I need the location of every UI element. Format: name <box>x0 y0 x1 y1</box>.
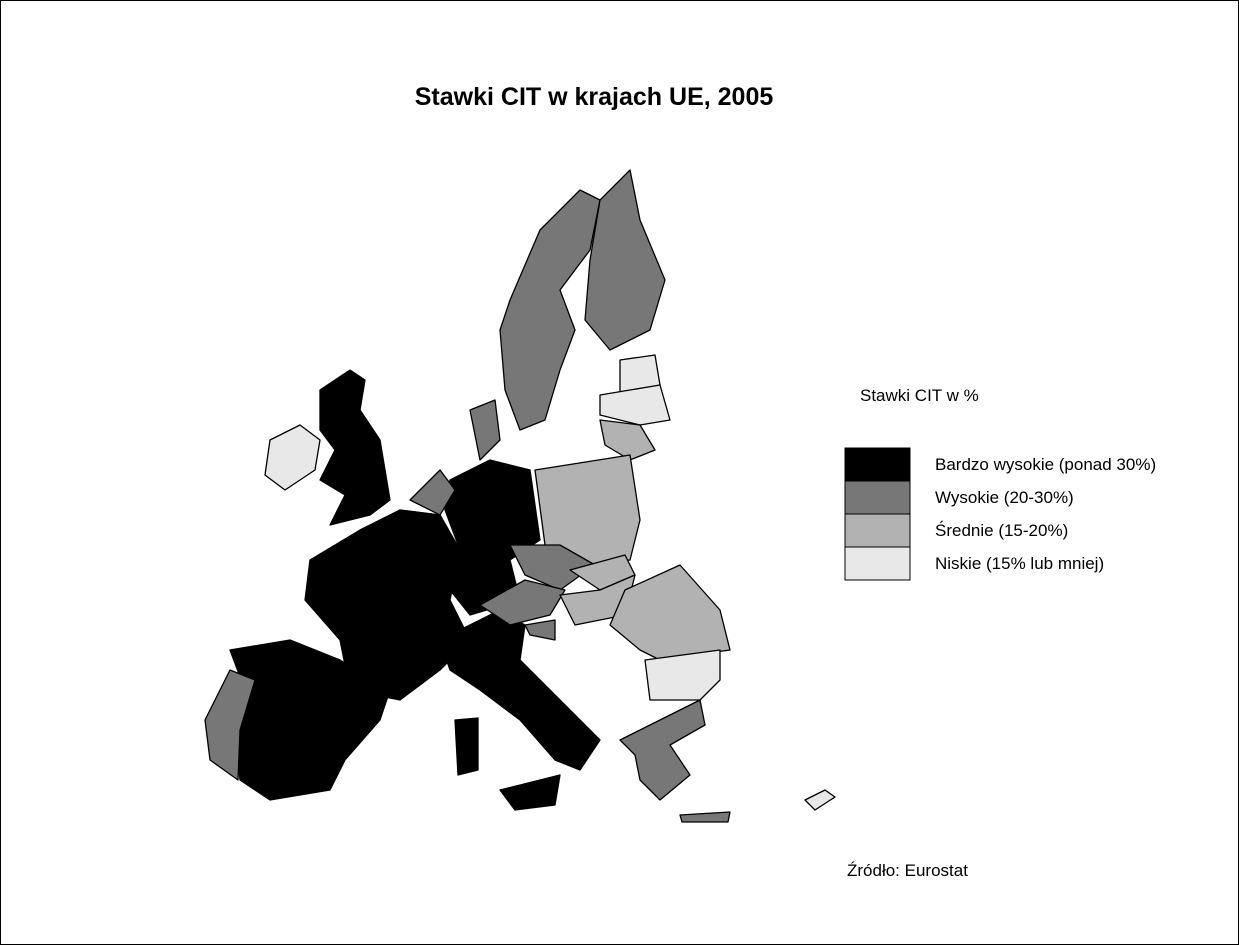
legend-title: Stawki CIT w % <box>860 386 979 405</box>
country <box>804 789 836 811</box>
country <box>499 774 561 811</box>
country <box>599 384 671 426</box>
country <box>264 424 321 491</box>
legend-label: Średnie (15-20%) <box>935 521 1068 540</box>
source: Źródło: Eurostat <box>847 861 968 880</box>
country <box>399 509 456 546</box>
legend-swatch <box>844 513 911 548</box>
legend-swatch <box>844 447 911 482</box>
legend-label: Bardzo wysokie (ponad 30%) <box>935 455 1156 474</box>
country <box>204 669 256 781</box>
country <box>644 649 721 701</box>
eu-map <box>204 169 836 823</box>
country <box>584 169 666 351</box>
country <box>479 579 566 626</box>
country <box>509 544 596 591</box>
legend-swatch <box>844 480 911 515</box>
map-title: Stawki CIT w krajach UE, 2005 <box>415 83 774 111</box>
country <box>524 619 556 641</box>
country <box>499 189 601 431</box>
country <box>599 419 656 461</box>
legend-swatch <box>844 546 911 581</box>
legend-label: Niskie (15% lub mniej) <box>935 554 1104 573</box>
legend-label: Wysokie (20-30%) <box>935 488 1074 507</box>
country <box>319 369 391 526</box>
country <box>679 811 731 823</box>
country <box>619 699 706 801</box>
country <box>454 717 479 776</box>
country <box>409 469 456 516</box>
legend: Bardzo wysokie (ponad 30%) Wysokie (20-30… <box>844 447 1156 581</box>
country <box>469 399 501 461</box>
